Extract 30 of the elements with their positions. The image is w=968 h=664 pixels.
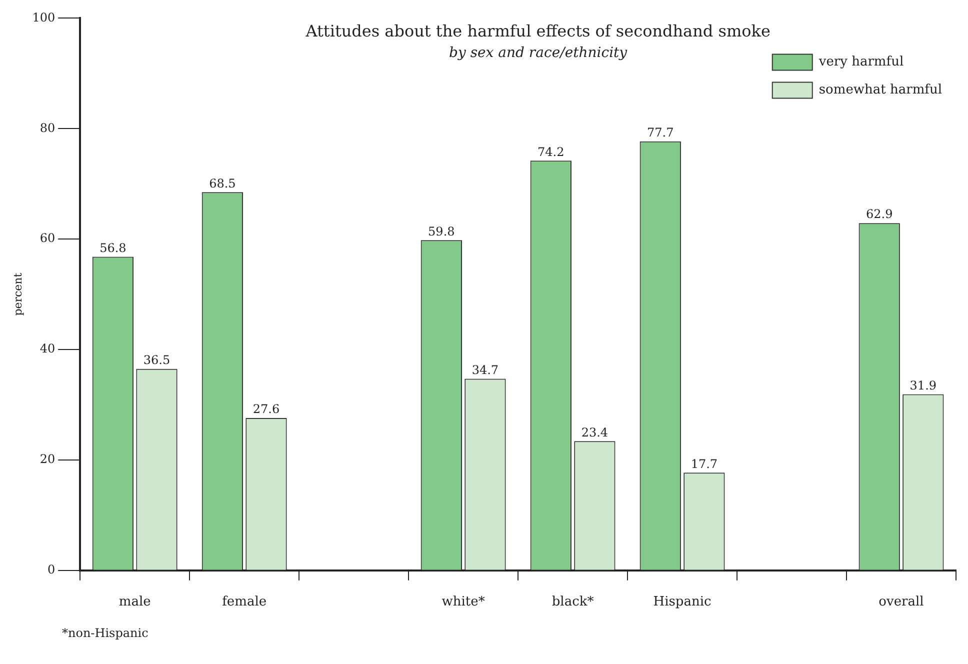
data-label: 23.4 bbox=[581, 425, 608, 440]
y-tick-label: 40 bbox=[40, 342, 56, 356]
y-tick-label: 80 bbox=[40, 120, 56, 135]
data-label: 36.5 bbox=[143, 352, 170, 367]
legend-label: somewhat harmful bbox=[818, 82, 942, 98]
x-tick-label: female bbox=[222, 594, 267, 610]
text: *non-Hispanic bbox=[62, 626, 150, 640]
x-tick-label: male bbox=[118, 594, 152, 610]
data-label: 59.8 bbox=[428, 224, 455, 238]
y-tick-label: 20 bbox=[40, 452, 56, 466]
x-tick-label: white* bbox=[442, 594, 486, 610]
x-tick-label: Hispanic bbox=[653, 594, 712, 610]
data-label: 68.5 bbox=[209, 176, 236, 190]
y-tick-label: 100 bbox=[32, 10, 56, 24]
data-label: 77.7 bbox=[647, 125, 674, 140]
data-label: 31.9 bbox=[910, 378, 937, 392]
text: by sex and race/ethnicity bbox=[449, 44, 628, 61]
chart-title: Attitudes about the harmful effects of secondhand smoke bbox=[304, 21, 770, 40]
y-tick-label: 0 bbox=[47, 562, 56, 577]
data-label: 74.2 bbox=[538, 144, 564, 159]
data-label: 56.8 bbox=[100, 240, 126, 255]
data-label: 34.7 bbox=[472, 362, 499, 377]
y-axis-title: percent bbox=[11, 272, 24, 316]
x-tick-label: overall bbox=[878, 594, 924, 610]
data-label: 27.6 bbox=[252, 402, 280, 416]
y-tick-label: 60 bbox=[40, 231, 56, 246]
legend-label: very harmful bbox=[818, 54, 904, 70]
data-label: 62.9 bbox=[866, 207, 893, 222]
data-label: 17.7 bbox=[690, 456, 718, 471]
x-tick-label: black* bbox=[552, 594, 594, 610]
